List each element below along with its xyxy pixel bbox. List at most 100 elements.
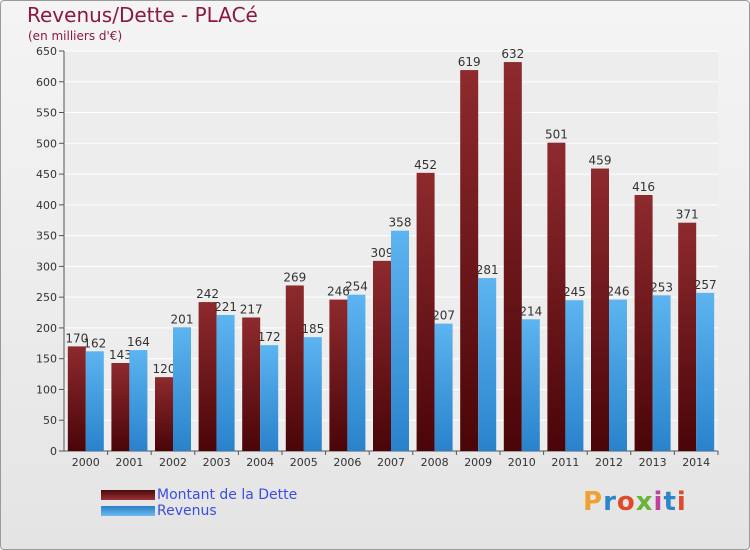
logo-letter: r: [603, 487, 617, 517]
logo-letter: x: [635, 487, 654, 517]
x-tick-label: 2011: [551, 456, 579, 469]
y-tick-label: 200: [36, 322, 57, 335]
logo-letter: i: [653, 487, 664, 517]
y-tick-label: 50: [43, 414, 57, 427]
bar-dette: [373, 260, 391, 451]
x-tick-label: 2000: [72, 456, 100, 469]
bar-revenus: [347, 294, 366, 451]
data-label: 452: [414, 158, 437, 172]
x-tick-label: 2013: [639, 456, 667, 469]
bar-revenus: [391, 230, 409, 451]
data-label: 201: [171, 312, 194, 326]
bar-dette: [678, 222, 697, 451]
bar-dette: [547, 142, 566, 451]
data-label: 242: [196, 287, 219, 301]
bar-dette: [242, 317, 261, 451]
data-label: 185: [301, 322, 324, 336]
bar-dette: [329, 299, 348, 451]
bar-revenus: [260, 345, 279, 451]
bar-revenus: [434, 323, 453, 451]
y-tick-label: 150: [36, 353, 57, 366]
bar-dette: [67, 346, 86, 451]
data-label: 619: [458, 55, 481, 69]
legend-swatch-dette: [101, 490, 155, 500]
y-tick-label: 500: [36, 137, 57, 150]
x-tick-label: 2009: [464, 456, 492, 469]
data-label: 254: [345, 280, 368, 294]
data-label: 143: [109, 348, 132, 362]
bar-revenus: [521, 319, 540, 451]
legend-item-dette: Montant de la Dette: [101, 487, 331, 506]
logo-letter: i: [676, 487, 687, 517]
data-label: 253: [650, 280, 673, 294]
bar-revenus: [303, 337, 322, 451]
bar-revenus: [216, 315, 235, 451]
data-label: 221: [214, 300, 237, 314]
data-label: 246: [327, 285, 350, 299]
bar-dette: [634, 195, 653, 451]
legend-label-revenus: Revenus: [157, 503, 217, 519]
legend-swatch-revenus: [101, 506, 155, 516]
bar-dette: [285, 285, 304, 451]
logo-letter: P: [583, 487, 604, 517]
x-tick-label: 2012: [595, 456, 623, 469]
data-label: 309: [371, 246, 394, 260]
data-label: 217: [240, 302, 263, 316]
x-tick-label: 2002: [159, 456, 187, 469]
proxiti-logo: Proxiti: [583, 487, 687, 517]
data-label: 459: [589, 154, 612, 168]
data-label: 120: [153, 362, 176, 376]
y-tick-label: 0: [50, 445, 57, 458]
x-tick-label: 2006: [333, 456, 361, 469]
bar-revenus: [652, 295, 671, 451]
data-label: 214: [519, 304, 542, 318]
bar-dette: [503, 62, 522, 451]
data-label: 416: [632, 180, 655, 194]
bar-dette: [155, 377, 173, 451]
bar-dette: [198, 302, 217, 451]
chart-subtitle: (en milliers d'€): [28, 29, 123, 43]
legend-item-revenus: Revenus: [101, 503, 331, 522]
bar-revenus: [85, 351, 104, 451]
bar-revenus: [129, 350, 148, 451]
chart-title: Revenus/Dette - PLACé: [27, 3, 258, 27]
bar-revenus: [609, 299, 627, 451]
x-tick-label: 2003: [203, 456, 231, 469]
bar-revenus: [696, 292, 715, 451]
logo-letter: t: [663, 487, 677, 517]
logo-letter: o: [616, 487, 636, 517]
y-tick-label: 450: [36, 168, 57, 181]
data-label: 371: [676, 208, 699, 222]
data-label: 162: [83, 336, 106, 350]
y-tick-label: 250: [36, 291, 57, 304]
legend-label-dette: Montant de la Dette: [157, 487, 298, 503]
data-label: 269: [283, 270, 306, 284]
data-label: 246: [607, 285, 630, 299]
y-tick-label: 350: [36, 230, 57, 243]
data-label: 632: [501, 47, 524, 61]
y-tick-label: 100: [36, 383, 57, 396]
x-tick-label: 2010: [508, 456, 536, 469]
y-tick-label: 300: [36, 260, 57, 273]
bar-dette: [460, 70, 479, 452]
y-tick-label: 650: [36, 45, 57, 58]
data-label: 164: [127, 335, 150, 349]
data-label: 501: [545, 128, 568, 142]
data-label: 281: [476, 263, 499, 277]
data-label: 170: [65, 331, 88, 345]
bar-revenus: [565, 300, 584, 451]
data-label: 257: [694, 278, 717, 292]
x-tick-label: 2004: [246, 456, 274, 469]
bar-dette: [111, 363, 130, 451]
x-tick-label: 2001: [115, 456, 143, 469]
bar-dette: [416, 172, 435, 451]
bar-revenus: [173, 327, 191, 451]
bar-revenus: [478, 278, 497, 451]
data-label: 207: [432, 309, 455, 323]
y-tick-label: 600: [36, 76, 57, 89]
data-label: 245: [563, 285, 586, 299]
x-tick-label: 2008: [421, 456, 449, 469]
bar-dette: [591, 168, 609, 452]
